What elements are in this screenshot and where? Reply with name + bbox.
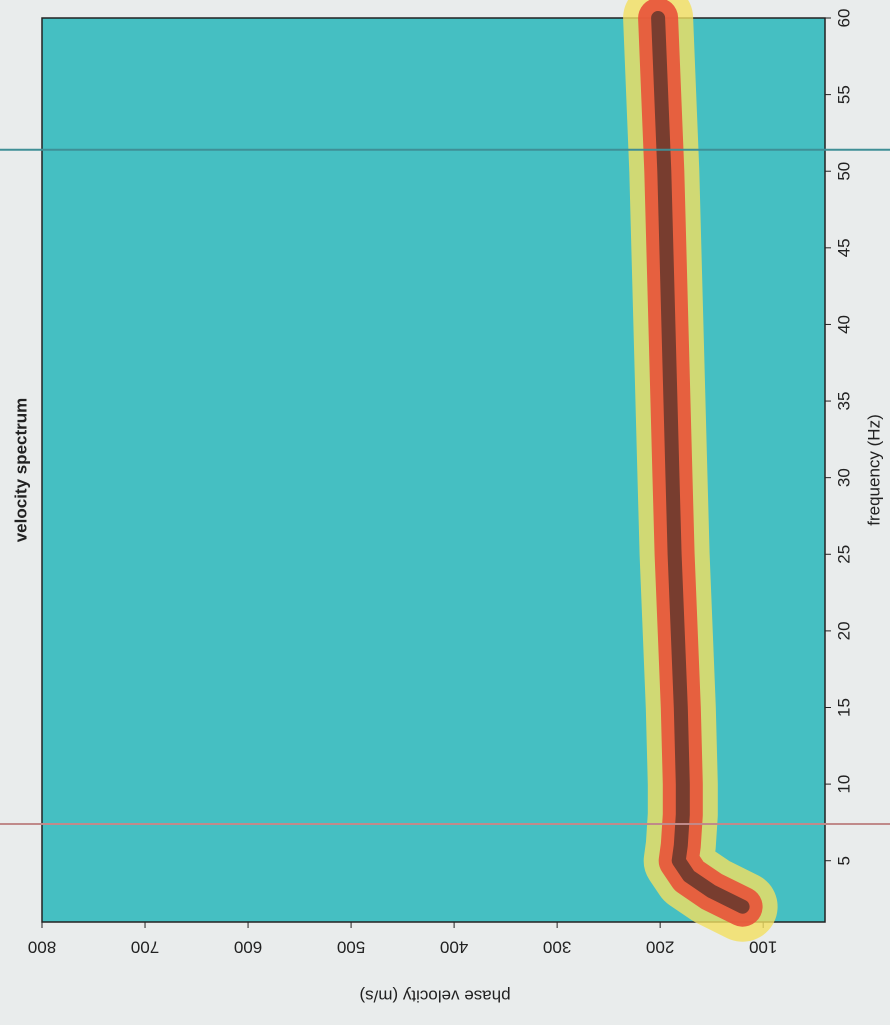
x-tick-label: 40 <box>834 315 853 334</box>
y-tick-label: 700 <box>131 938 159 957</box>
y-tick-label: 100 <box>749 938 777 957</box>
ridge <box>651 11 750 914</box>
y-tick-label: 300 <box>543 938 571 957</box>
x-tick-label: 5 <box>834 856 853 865</box>
x-tick-label: 15 <box>834 698 853 717</box>
y-tick-label: 500 <box>337 938 365 957</box>
x-tick-label: 35 <box>834 392 853 411</box>
x-tick-label: 25 <box>834 545 853 564</box>
x-axis-label: frequency (Hz) <box>864 414 883 525</box>
x-tick-label: 55 <box>834 85 853 104</box>
y-tick-label: 800 <box>28 938 56 957</box>
y-tick-label: 200 <box>646 938 674 957</box>
x-tick-label: 20 <box>834 621 853 640</box>
x-tick-label: 45 <box>834 238 853 257</box>
y-tick-label: 400 <box>440 938 468 957</box>
y-tick-label: 600 <box>234 938 262 957</box>
y-axis-label: phase velocity (m/s) <box>359 987 510 1006</box>
x-tick-label: 30 <box>834 468 853 487</box>
chart-title: velocity spectrum <box>11 398 30 543</box>
x-tick-label: 50 <box>834 162 853 181</box>
x-tick-label: 10 <box>834 775 853 794</box>
x-tick-label: 60 <box>834 9 853 28</box>
